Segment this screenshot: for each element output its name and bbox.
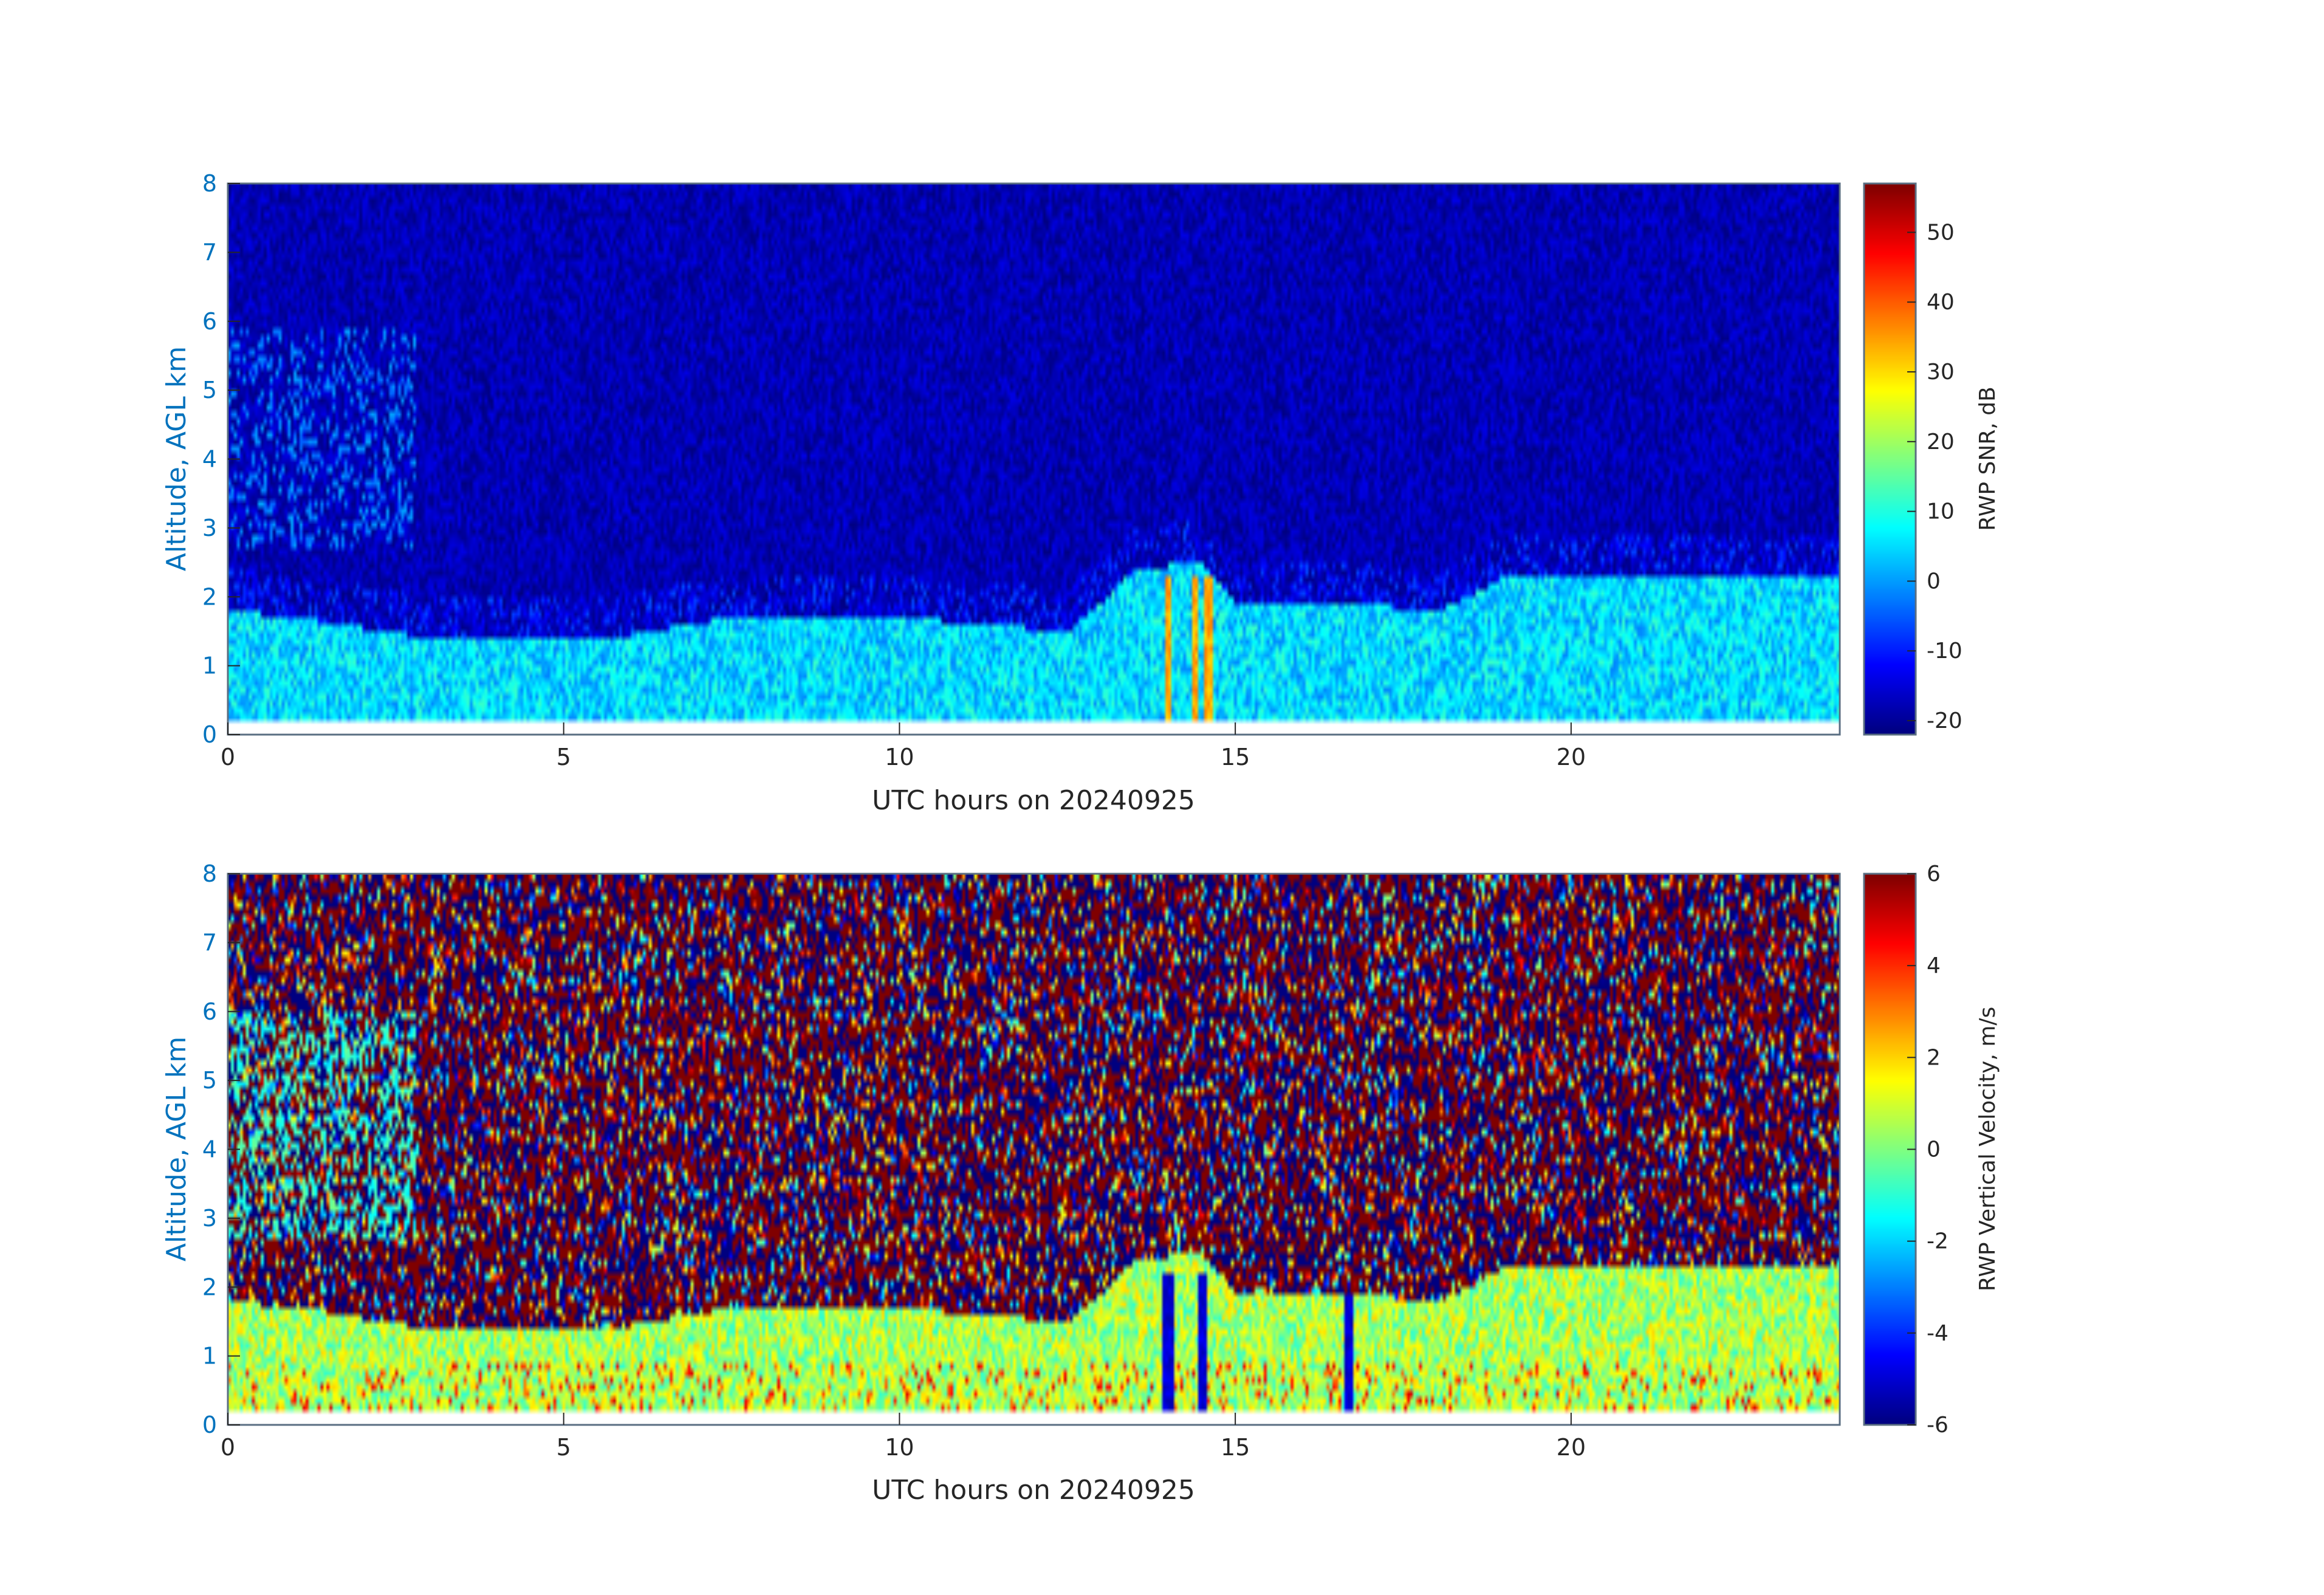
x-tick-label: 10 bbox=[885, 744, 914, 770]
velocity-colorbar-image bbox=[1864, 874, 1916, 1425]
snr-x-ticks: 0 5 10 15 20 bbox=[221, 722, 1586, 770]
colorbar-tick-label: -20 bbox=[1927, 708, 1962, 733]
y-tick-label: 7 bbox=[202, 239, 217, 266]
y-tick-label: 4 bbox=[202, 446, 217, 473]
x-tick-label: 20 bbox=[1557, 744, 1586, 770]
x-tick-label: 0 bbox=[221, 1434, 235, 1461]
y-tick-label: 0 bbox=[202, 721, 217, 748]
colorbar-tick-label: 4 bbox=[1927, 953, 1941, 978]
y-tick-label: 7 bbox=[202, 929, 217, 956]
y-tick-label: 8 bbox=[202, 170, 217, 197]
y-tick-label: 6 bbox=[202, 998, 217, 1025]
x-tick-label: 0 bbox=[221, 744, 235, 770]
snr-colorbar-ticks: -20 -10 0 10 20 30 40 50 bbox=[1907, 220, 1962, 733]
colorbar-tick-label: -2 bbox=[1927, 1229, 1949, 1254]
colorbar-tick-label: 50 bbox=[1927, 220, 1955, 245]
velocity-y-axis-label: Altitude, AGL km bbox=[161, 1037, 192, 1261]
colorbar-tick-label: 0 bbox=[1927, 569, 1941, 594]
y-tick-label: 0 bbox=[202, 1411, 217, 1438]
y-tick-label: 5 bbox=[202, 1067, 217, 1094]
colorbar-tick-label: -10 bbox=[1927, 639, 1962, 664]
snr-y-axis-label: Altitude, AGL km bbox=[161, 346, 192, 571]
snr-colorbar-label: RWP SNR, dB bbox=[1975, 386, 2000, 531]
colorbar-tick-label: 10 bbox=[1927, 499, 1955, 524]
snr-x-axis-label: UTC hours on 20240925 bbox=[872, 785, 1195, 816]
snr-colorbar-frame bbox=[1863, 182, 1917, 736]
velocity-heatmap-image bbox=[228, 874, 1840, 1425]
y-tick-label: 3 bbox=[202, 515, 217, 541]
y-tick-label: 2 bbox=[202, 583, 217, 610]
y-tick-label: 6 bbox=[202, 308, 217, 335]
snr-colorbar-image bbox=[1864, 184, 1916, 735]
y-tick-label: 1 bbox=[202, 653, 217, 679]
colorbar-tick-label: 6 bbox=[1927, 862, 1941, 887]
x-tick-label: 5 bbox=[557, 744, 571, 770]
velocity-y-ticks: 0 1 2 3 4 5 6 7 8 bbox=[202, 860, 240, 1438]
colorbar-tick-label: -6 bbox=[1927, 1413, 1949, 1438]
y-tick-label: 1 bbox=[202, 1343, 217, 1370]
colorbar-tick-label: 20 bbox=[1927, 430, 1955, 454]
y-tick-label: 8 bbox=[202, 860, 217, 887]
x-tick-label: 20 bbox=[1557, 1434, 1586, 1461]
colorbar-tick-label: 2 bbox=[1927, 1045, 1941, 1070]
velocity-x-ticks: 0 5 10 15 20 bbox=[221, 1413, 1586, 1461]
colorbar-tick-label: 40 bbox=[1927, 290, 1955, 315]
x-tick-label: 15 bbox=[1221, 744, 1250, 770]
snr-heatmap-image bbox=[228, 184, 1840, 735]
snr-y-ticks: 0 1 2 3 4 5 6 7 8 bbox=[202, 170, 240, 748]
y-tick-label: 4 bbox=[202, 1136, 217, 1163]
x-tick-label: 10 bbox=[885, 1434, 914, 1461]
x-tick-label: 5 bbox=[557, 1434, 571, 1461]
velocity-colorbar-label: RWP Vertical Velocity, m/s bbox=[1975, 1007, 2000, 1292]
y-tick-label: 3 bbox=[202, 1205, 217, 1232]
velocity-colorbar-ticks: -6 -4 -2 0 2 4 6 bbox=[1907, 862, 1949, 1438]
x-tick-label: 15 bbox=[1221, 1434, 1250, 1461]
colorbar-tick-label: -4 bbox=[1927, 1321, 1949, 1346]
snr-panel: 0 5 10 15 20 0 1 2 3 4 5 6 7 8 UTC hours on 20240925… bbox=[161, 170, 2000, 816]
colorbar-tick-label: 0 bbox=[1927, 1137, 1941, 1162]
velocity-x-axis-label: UTC hours on 20240925 bbox=[872, 1475, 1195, 1506]
y-tick-label: 2 bbox=[202, 1274, 217, 1300]
colorbar-tick-label: 30 bbox=[1927, 360, 1955, 385]
y-tick-label: 5 bbox=[202, 377, 217, 403]
